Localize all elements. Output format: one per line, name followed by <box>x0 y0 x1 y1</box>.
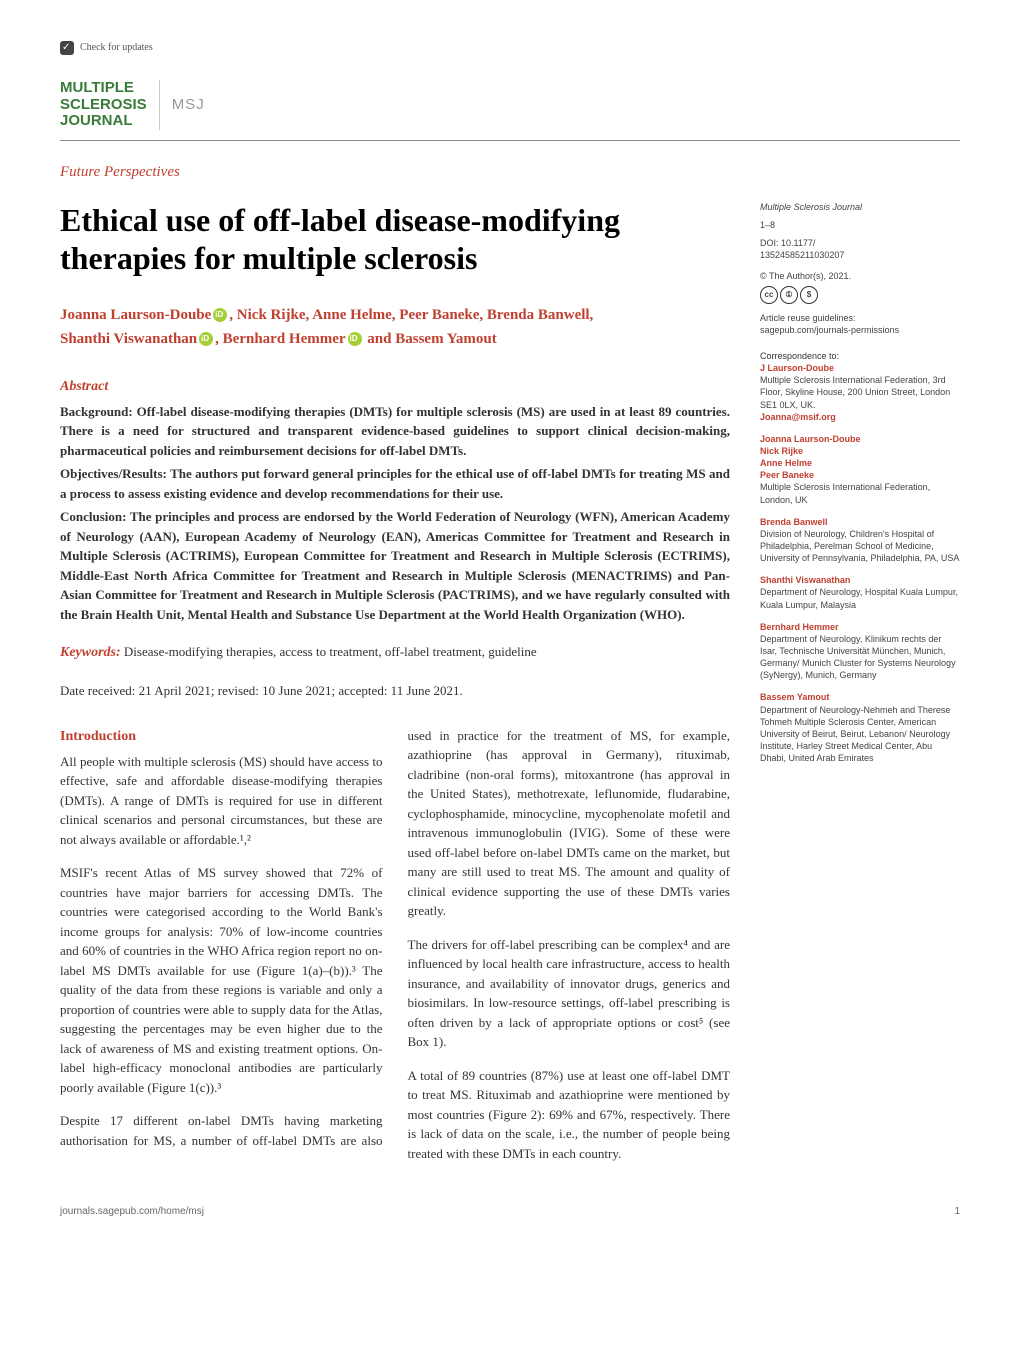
guidelines-link[interactable]: sagepub.com/journals-permissions <box>760 325 899 335</box>
cc-by-icon: ① <box>780 286 798 304</box>
orcid-icon[interactable] <box>199 332 213 346</box>
doi-label: DOI: 10.1177/ <box>760 238 815 248</box>
orcid-icon[interactable] <box>348 332 362 346</box>
keywords-text: Disease-modifying therapies, access to t… <box>121 644 537 659</box>
keywords-block: Keywords: Disease-modifying therapies, a… <box>60 642 730 663</box>
check-updates-bar[interactable]: Check for updates <box>60 40 960 55</box>
journal-name: MULTIPLE SCLEROSIS JOURNAL <box>60 80 160 130</box>
correspondence-label: Correspondence to: <box>760 351 839 361</box>
sidebar-journal-title: Multiple Sclerosis Journal <box>760 201 960 213</box>
sidebar: Multiple Sclerosis Journal 1–8 DOI: 10.1… <box>760 201 960 1164</box>
correspondence-affiliation: Multiple Sclerosis International Federat… <box>760 375 950 409</box>
body-paragraph: A total of 89 countries (87%) use at lea… <box>408 1066 731 1164</box>
cc-icon: cc <box>760 286 778 304</box>
cc-nc-icon: $ <box>800 286 818 304</box>
body-paragraph: MSIF's recent Atlas of MS survey showed … <box>60 863 383 1097</box>
affiliation-text: Multiple Sclerosis International Federat… <box>760 481 960 505</box>
sidebar-pages: 1–8 <box>760 219 960 231</box>
body-paragraph: All people with multiple sclerosis (MS) … <box>60 752 383 850</box>
check-icon <box>60 41 74 55</box>
author-name-group: Joanna Laurson-Doube Nick Rijke Anne Hel… <box>760 433 960 482</box>
footer-link[interactable]: journals.sagepub.com/home/msj <box>60 1204 204 1219</box>
author-name: Shanthi Viswanathan <box>60 331 197 347</box>
affiliation-text: Department of Neurology, Klinikum rechts… <box>760 633 960 682</box>
keywords-heading: Keywords: <box>60 645 121 660</box>
affiliation-text: Department of Neurology, Hospital Kuala … <box>760 586 960 610</box>
author-name: and Bassem Yamout <box>364 331 497 347</box>
journal-abbr: MSJ <box>160 94 205 117</box>
abstract-background: Background: Off-label disease-modifying … <box>60 402 730 461</box>
affiliation-block: Joanna Laurson-Doube Nick Rijke Anne Hel… <box>760 433 960 506</box>
article-title: Ethical use of off-label disease-modifyi… <box>60 201 730 278</box>
copyright: © The Author(s), 2021. <box>760 270 960 282</box>
correspondence-name: J Laurson-Doube <box>760 363 834 373</box>
abstract-objectives: Objectives/Results: The authors put forw… <box>60 464 730 503</box>
page-footer: journals.sagepub.com/home/msj 1 <box>60 1204 960 1219</box>
doi-value: 13524585211030207 <box>760 250 844 260</box>
abstract-heading: Abstract <box>60 376 730 397</box>
author-name: , Bernhard Hemmer <box>215 331 345 347</box>
article-dates: Date received: 21 April 2021; revised: 1… <box>60 681 730 701</box>
author-name: Joanna Laurson-Doube <box>60 307 211 323</box>
author-list: Joanna Laurson-Doube , Nick Rijke, Anne H… <box>60 303 730 351</box>
affiliation-block: Bassem Yamout Department of Neurology-Ne… <box>760 691 960 764</box>
affiliation-text: Department of Neurology-Nehmeh and There… <box>760 704 960 765</box>
correspondence-email[interactable]: Joanna@msif.org <box>760 412 836 422</box>
journal-logo: MULTIPLE SCLEROSIS JOURNAL MSJ <box>60 80 960 130</box>
reuse-guidelines: Article reuse guidelines: sagepub.com/jo… <box>760 312 960 336</box>
journal-name-line2: SCLEROSIS <box>60 97 147 114</box>
cc-license-icons: cc ① $ <box>760 286 960 304</box>
body-paragraph: The drivers for off-label prescribing ca… <box>408 935 731 1052</box>
affiliation-block: Brenda Banwell Division of Neurology, Ch… <box>760 516 960 565</box>
author-name-group: Bernhard Hemmer <box>760 621 960 633</box>
abstract-conclusion: Conclusion: The principles and process a… <box>60 507 730 624</box>
affiliation-block: Bernhard Hemmer Department of Neurology,… <box>760 621 960 682</box>
doi-block: DOI: 10.1177/ 13524585211030207 <box>760 237 960 261</box>
main-content: Ethical use of off-label disease-modifyi… <box>60 201 730 1164</box>
correspondence-block: Correspondence to: J Laurson-Doube Multi… <box>760 350 960 423</box>
page-number: 1 <box>954 1204 960 1219</box>
body-columns: Introduction All people with multiple sc… <box>60 726 730 1164</box>
guidelines-label: Article reuse guidelines: <box>760 313 856 323</box>
author-name-group: Brenda Banwell <box>760 516 960 528</box>
divider <box>60 140 960 141</box>
journal-name-line1: MULTIPLE <box>60 80 147 97</box>
affiliation-text: Division of Neurology, Children's Hospit… <box>760 528 960 564</box>
author-name-group: Bassem Yamout <box>760 691 960 703</box>
affiliation-block: Shanthi Viswanathan Department of Neurol… <box>760 574 960 610</box>
check-updates-label: Check for updates <box>80 40 153 55</box>
journal-name-line3: JOURNAL <box>60 113 147 130</box>
author-name-group: Shanthi Viswanathan <box>760 574 960 586</box>
article-type: Future Perspectives <box>60 161 960 184</box>
abstract: Abstract Background: Off-label disease-m… <box>60 376 730 625</box>
author-names: , Nick Rijke, Anne Helme, Peer Baneke, B… <box>229 307 593 323</box>
introduction-heading: Introduction <box>60 726 383 747</box>
orcid-icon[interactable] <box>213 308 227 322</box>
